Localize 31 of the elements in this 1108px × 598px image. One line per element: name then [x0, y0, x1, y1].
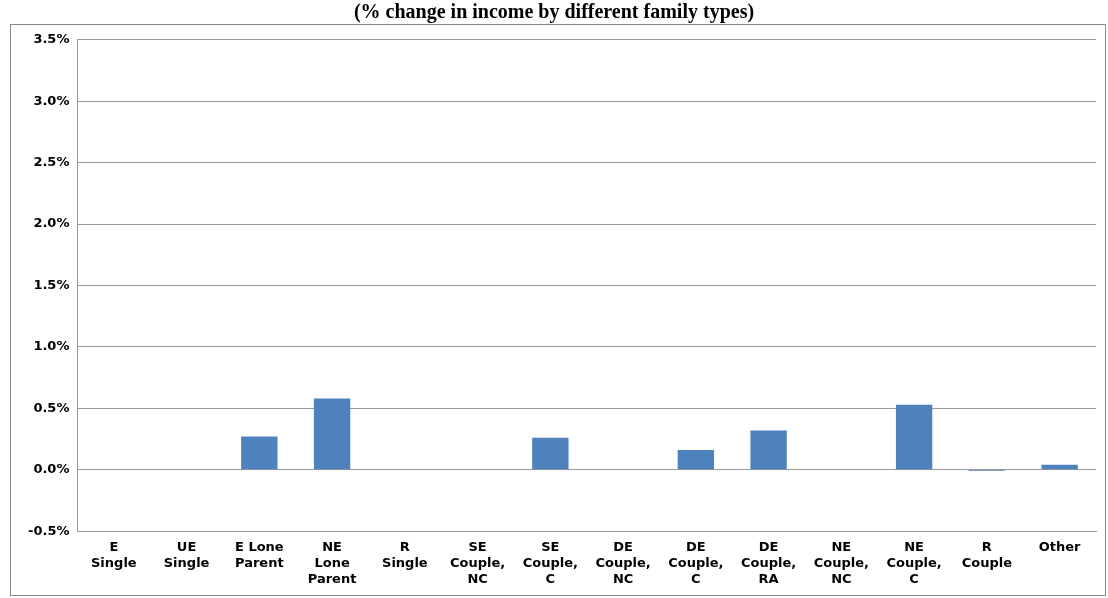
- x-tick-label: E Lone Parent: [234, 539, 284, 570]
- x-tick-label: NE Couple, C: [886, 539, 942, 586]
- y-tick-label: 1.5%: [33, 276, 70, 292]
- y-tick-label: 3.0%: [33, 92, 70, 108]
- x-tick-label: SE Couple, C: [522, 539, 578, 586]
- x-tick-label: E Single: [91, 539, 137, 570]
- bar: [241, 436, 278, 470]
- y-tick-label: 2.5%: [33, 154, 70, 170]
- x-tick-label: DE Couple, RA: [740, 539, 797, 586]
- bar: [895, 404, 933, 470]
- x-tick-label: SE Couple, NC: [449, 539, 506, 586]
- x-tick-label: DE Couple, C: [668, 539, 724, 586]
- y-tick-label: 0.0%: [33, 461, 70, 477]
- y-tick-label: 0.5%: [33, 399, 70, 415]
- bar: [1041, 464, 1078, 470]
- chart-title: (% change in income by different family types): [352, 0, 756, 22]
- y-tick-label: 3.5%: [33, 31, 70, 47]
- x-tick-label: UE Single: [163, 539, 210, 570]
- x-tick-label: NE Lone Parent: [307, 539, 357, 586]
- y-tick-label: 1.0%: [33, 338, 70, 354]
- bar: [313, 398, 351, 470]
- x-tick-label: Other: [1038, 539, 1082, 555]
- x-tick-label: R Single: [382, 539, 428, 570]
- bar: [677, 450, 715, 470]
- x-tick-label: R Couple: [961, 539, 1013, 570]
- x-tick-label: NE Couple, NC: [813, 539, 869, 586]
- bar: [532, 437, 569, 470]
- y-tick-label: 2.0%: [33, 215, 70, 231]
- x-tick-label: DE Couple, NC: [595, 539, 651, 586]
- y-tick-label: -0.5%: [28, 522, 70, 538]
- bar: [750, 430, 787, 470]
